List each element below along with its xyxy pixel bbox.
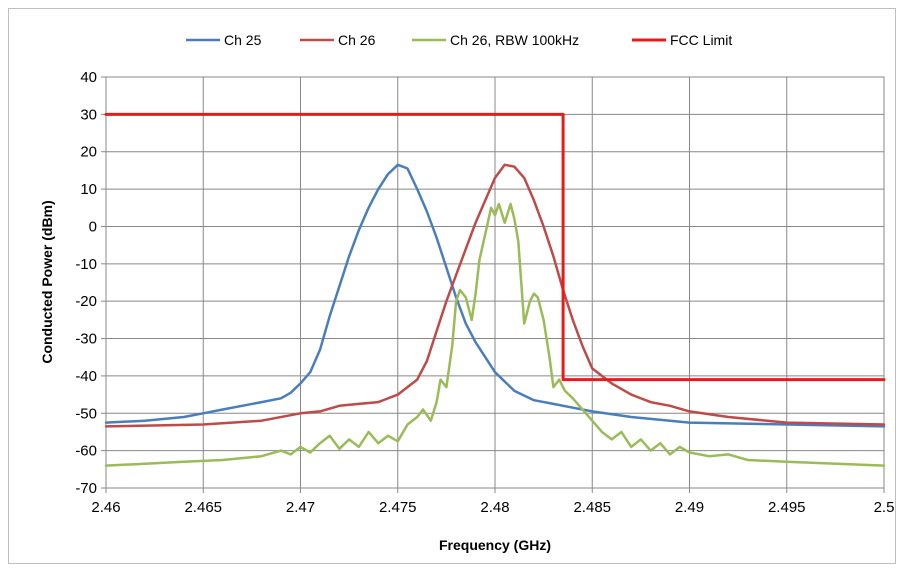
legend-label: Ch 25 bbox=[224, 32, 262, 48]
y-tick-label: -40 bbox=[75, 368, 97, 385]
y-tick-label: 30 bbox=[80, 106, 97, 123]
legend: Ch 25 Ch 26 Ch 26, RBW 100kHz FCC Limit bbox=[186, 32, 732, 48]
series-line-3 bbox=[104, 202, 886, 467]
x-tick-labels: 2.46 2.465 2.47 2.475 2.48 2.485 2.49 2.495 2.5 bbox=[91, 499, 894, 516]
y-tick-label: -30 bbox=[75, 331, 97, 348]
legend-label: Ch 26, RBW 100kHz bbox=[450, 32, 579, 48]
y-tick-label: 0 bbox=[89, 218, 97, 235]
x-tick-label: 2.49 bbox=[675, 499, 704, 516]
x-tick-label: 2.485 bbox=[573, 499, 611, 516]
x-tick-label: 2.465 bbox=[184, 499, 222, 516]
y-tick-label: -60 bbox=[75, 443, 97, 460]
series-line-4 bbox=[104, 112, 886, 382]
x-tick-label: 2.5 bbox=[874, 499, 895, 516]
y-tick-label: -50 bbox=[75, 405, 97, 422]
x-tick-label: 2.47 bbox=[286, 499, 315, 516]
y-tick-labels: 40 30 20 10 0 -10 -20 -30 -40 -50 -60 -70 bbox=[75, 69, 97, 497]
x-tick-label: 2.495 bbox=[768, 499, 806, 516]
series-lines bbox=[104, 112, 886, 467]
x-tick-label: 2.46 bbox=[91, 499, 120, 516]
y-tick-label: 10 bbox=[80, 181, 97, 198]
y-tick-label: -70 bbox=[75, 480, 97, 497]
y-tick-label: 40 bbox=[80, 69, 97, 86]
grid-lines bbox=[101, 76, 885, 493]
series-line-1 bbox=[104, 163, 886, 428]
x-axis-title: Frequency (GHz) bbox=[439, 537, 551, 553]
series-line-2 bbox=[104, 163, 886, 428]
plot-area bbox=[105, 76, 885, 489]
x-tick-label: 2.48 bbox=[480, 499, 509, 516]
legend-label: FCC Limit bbox=[670, 32, 732, 48]
y-tick-label: 20 bbox=[80, 144, 97, 161]
y-axis-title: Conducted Power (dBm) bbox=[39, 200, 55, 363]
x-tick-label: 2.475 bbox=[379, 499, 417, 516]
y-tick-label: -20 bbox=[75, 293, 97, 310]
y-tick-label: -10 bbox=[75, 256, 97, 273]
legend-label: Ch 26 bbox=[338, 32, 376, 48]
